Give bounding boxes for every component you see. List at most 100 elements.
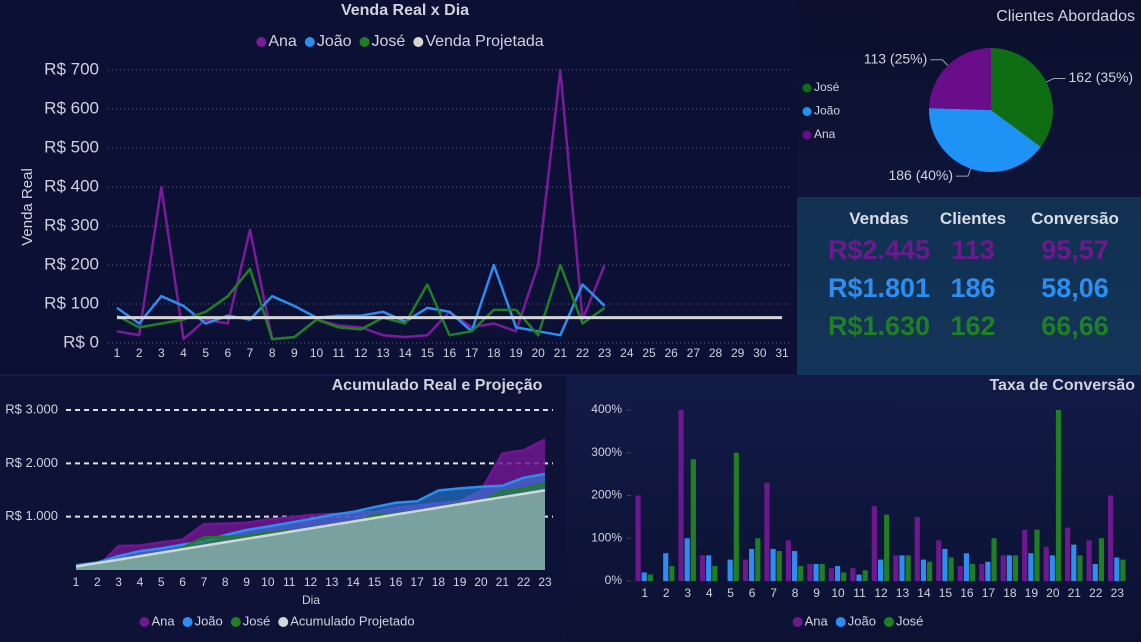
bar bbox=[1000, 555, 1006, 581]
table-cell: 95,57 bbox=[1041, 235, 1109, 265]
x-tick-label: 14 bbox=[398, 346, 412, 360]
bar bbox=[819, 563, 825, 581]
pie-slice bbox=[929, 48, 991, 110]
y-tick-label: R$ 3.000 bbox=[5, 401, 58, 416]
bar bbox=[1049, 555, 1055, 581]
chart-title: Acumulado Real e Projeção bbox=[332, 377, 543, 394]
bar bbox=[877, 559, 884, 581]
legend-label: José bbox=[896, 613, 923, 628]
bar bbox=[948, 557, 954, 581]
bar bbox=[1065, 527, 1071, 581]
bar bbox=[1028, 553, 1034, 581]
bar bbox=[798, 566, 804, 581]
y-tick-label: 0% bbox=[605, 573, 623, 587]
x-tick-label: 11 bbox=[853, 586, 866, 600]
bar bbox=[828, 568, 834, 581]
data-label: 186 (40%) bbox=[888, 167, 953, 183]
bar bbox=[914, 516, 920, 581]
x-tick-label: 14 bbox=[346, 575, 360, 589]
y-tick-label: R$ 400 bbox=[44, 176, 99, 195]
x-tick-label: 8 bbox=[792, 586, 799, 600]
x-tick-label: 31 bbox=[775, 346, 789, 360]
bar bbox=[942, 548, 948, 581]
column-header: Clientes bbox=[939, 209, 1007, 228]
bar bbox=[742, 559, 749, 581]
bar bbox=[991, 538, 997, 581]
x-tick-label: 6 bbox=[179, 575, 186, 589]
summary-table: Vendas Clientes Conversão R$2.445 113 95,57 R$… bbox=[797, 197, 1141, 375]
bar bbox=[1108, 495, 1114, 581]
data-label: 113 (25%) bbox=[864, 50, 928, 66]
bar bbox=[884, 514, 890, 581]
x-tick-label: 23 bbox=[598, 346, 612, 360]
x-tick-label: 22 bbox=[576, 346, 590, 360]
bar bbox=[1022, 529, 1028, 581]
bar bbox=[690, 459, 696, 581]
bar bbox=[678, 410, 684, 581]
leader-line bbox=[956, 168, 972, 177]
legend-swatch bbox=[792, 617, 803, 627]
legend-label: Ana bbox=[814, 127, 836, 141]
bar bbox=[792, 551, 798, 581]
pie-slice bbox=[929, 108, 1041, 173]
series-line bbox=[75, 489, 546, 568]
bar bbox=[749, 548, 755, 581]
legend-swatch bbox=[413, 37, 424, 47]
x-tick-label: 4 bbox=[137, 575, 144, 589]
legend-swatch bbox=[182, 617, 193, 627]
x-tick-label: 21 bbox=[554, 346, 568, 360]
x-tick-label: 28 bbox=[709, 346, 723, 360]
legend-swatch bbox=[278, 617, 289, 627]
legend-swatch bbox=[802, 130, 812, 140]
bar bbox=[957, 566, 963, 581]
bar bbox=[927, 561, 933, 581]
legend-swatch bbox=[359, 37, 370, 47]
bar bbox=[770, 548, 776, 581]
x-tick-label: 23 bbox=[1111, 586, 1125, 600]
x-tick-label: 17 bbox=[410, 575, 424, 589]
bar bbox=[727, 559, 733, 581]
x-tick-label: 2 bbox=[663, 586, 670, 600]
chart-title: Taxa de Conversão bbox=[989, 377, 1135, 394]
bar bbox=[920, 559, 927, 581]
x-tick-label: 18 bbox=[1003, 586, 1017, 600]
x-tick-label: 8 bbox=[269, 346, 276, 360]
series-line bbox=[75, 472, 546, 567]
x-tick-label: 17 bbox=[465, 346, 479, 360]
bar bbox=[776, 551, 782, 581]
table-cell: 186 bbox=[950, 273, 996, 303]
bar bbox=[641, 572, 647, 581]
x-tick-label: 27 bbox=[687, 346, 701, 360]
bar bbox=[755, 538, 761, 581]
bar bbox=[905, 555, 911, 581]
x-tick-label: 23 bbox=[538, 575, 552, 589]
x-tick-label: 26 bbox=[664, 346, 678, 360]
x-tick-label: 10 bbox=[310, 346, 324, 360]
x-tick-label: 15 bbox=[368, 575, 382, 589]
x-tick-label: 16 bbox=[443, 346, 457, 360]
series-line bbox=[116, 68, 606, 341]
y-tick-label: R$ 0 bbox=[63, 332, 99, 351]
legend-label: João bbox=[317, 33, 352, 50]
x-tick-label: 29 bbox=[731, 346, 745, 360]
y-tick-label: 400% bbox=[591, 402, 622, 416]
y-tick-label: R$ 2.000 bbox=[5, 455, 58, 470]
legend-label: João bbox=[848, 613, 876, 628]
x-tick-label: 16 bbox=[960, 586, 974, 600]
x-tick-label: 16 bbox=[389, 575, 403, 589]
x-tick-label: 2 bbox=[94, 575, 101, 589]
x-tick-label: 12 bbox=[874, 586, 888, 600]
x-tick-label: 6 bbox=[224, 346, 231, 360]
y-tick-label: R$ 700 bbox=[44, 59, 99, 78]
x-tick-label: 5 bbox=[158, 575, 165, 589]
bar bbox=[862, 570, 868, 581]
x-tick-label: 4 bbox=[706, 586, 713, 600]
x-tick-label: 3 bbox=[115, 575, 122, 589]
x-tick-label: 18 bbox=[487, 346, 501, 360]
bar bbox=[979, 563, 985, 581]
x-tick-label: 30 bbox=[753, 346, 767, 360]
x-tick-label: 6 bbox=[749, 586, 756, 600]
x-tick-label: 9 bbox=[813, 586, 820, 600]
y-tick-label: R$ 200 bbox=[44, 254, 99, 273]
